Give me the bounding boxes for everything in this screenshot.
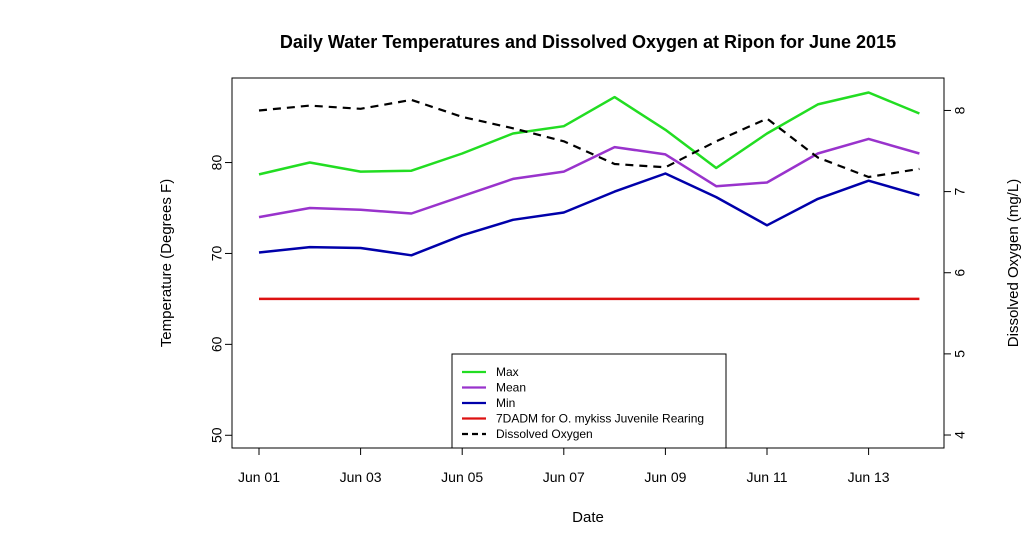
- left-axis-title: Temperature (Degrees F): [158, 179, 175, 347]
- series-layer: [258, 91, 920, 301]
- left-tick-label: 50: [209, 427, 225, 443]
- right-axis-title: Dissolved Oxygen (mg/L): [1005, 179, 1022, 347]
- x-tick-label: Jun 13: [848, 469, 890, 485]
- right-axis: 4 5 6 7 8: [943, 106, 968, 439]
- x-tick-label: Jun 09: [644, 469, 686, 485]
- legend-label: 7DADM for O. mykiss Juvenile Rearing: [496, 412, 704, 426]
- legend-label: Dissolved Oxygen: [496, 427, 593, 441]
- x-tick-label: Jun 03: [340, 469, 382, 485]
- series-line-min: [258, 172, 920, 257]
- right-tick-label: 8: [952, 106, 968, 114]
- legend-box: [451, 353, 727, 449]
- right-tick-label: 5: [952, 350, 968, 358]
- legend-label: Min: [496, 396, 515, 410]
- x-tick-label: Jun 01: [238, 469, 280, 485]
- x-tick-label: Jun 07: [543, 469, 585, 485]
- right-tick-label: 4: [952, 431, 968, 439]
- legend-label: Max: [496, 365, 519, 379]
- x-axis-title: Date: [572, 509, 604, 526]
- left-tick-label: 60: [209, 336, 225, 352]
- series-line-dissolved-oxygen: [258, 98, 920, 179]
- series-line-mean: [258, 137, 920, 219]
- left-tick-label: 70: [209, 245, 225, 261]
- left-axis: 50 60 70 80: [209, 155, 233, 443]
- right-tick-label: 6: [952, 269, 968, 277]
- x-axis: Jun 01 Jun 03 Jun 05 Jun 07 Jun 09 Jun 11 Jun …: [238, 447, 890, 485]
- series-line-max: [258, 91, 920, 176]
- left-tick-label: 80: [209, 155, 225, 171]
- right-tick-label: 7: [952, 187, 968, 195]
- chart-title: Daily Water Temperatures and Dissolved O…: [280, 32, 896, 52]
- x-tick-label: Jun 11: [747, 469, 788, 485]
- legend-label: Mean: [496, 381, 526, 395]
- x-tick-label: Jun 05: [441, 469, 483, 485]
